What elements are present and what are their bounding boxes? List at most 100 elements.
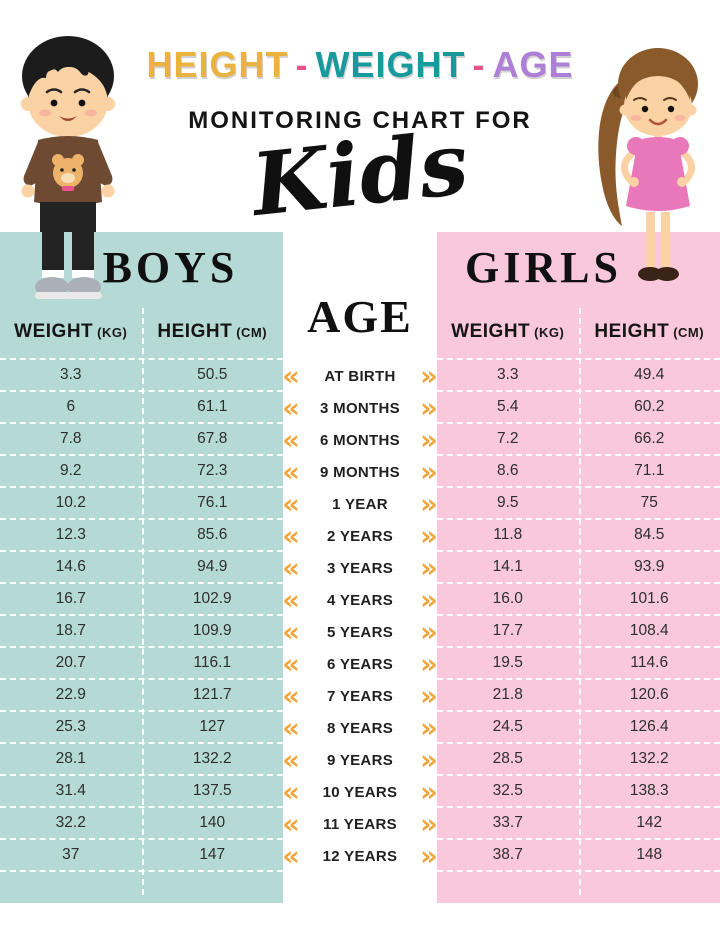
age-row: « 9 MONTHS » xyxy=(278,456,442,488)
weight-header-label: WEIGHT xyxy=(451,321,531,342)
age-label: 8 YEARS xyxy=(326,719,394,737)
table-row: 19.5 114.6 xyxy=(437,648,720,680)
height-cell: 66.2 xyxy=(634,430,665,447)
age-label: 3 YEARS xyxy=(326,559,394,577)
height-cell: 142 xyxy=(636,814,663,831)
age-row: « 4 YEARS » xyxy=(278,584,442,616)
height-cell: 108.4 xyxy=(629,622,669,639)
height-cell: 67.8 xyxy=(197,430,228,447)
weight-header-unit: (KG) xyxy=(97,324,128,340)
height-header-label: HEIGHT xyxy=(594,321,670,342)
height-cell: 114.6 xyxy=(630,654,669,671)
chevron-right-icon: » xyxy=(420,648,438,680)
height-cell: 137.5 xyxy=(192,782,232,799)
table-row: 11.8 84.5 xyxy=(437,520,720,552)
chevron-right-icon: » xyxy=(420,744,438,776)
height-header-unit: (CM) xyxy=(673,324,705,340)
girls-column-divider xyxy=(578,308,581,895)
table-row: 32.2 140 xyxy=(0,808,283,840)
title-height-word: HEIGHT xyxy=(146,44,289,85)
age-row: « 6 YEARS » xyxy=(278,648,442,680)
weight-cell: 20.7 xyxy=(55,654,86,671)
boys-panel-title: BOYS xyxy=(102,243,239,292)
height-cell: 84.5 xyxy=(634,526,665,543)
chevron-left-icon: « xyxy=(282,360,300,392)
weight-cell: 14.1 xyxy=(492,558,523,575)
age-row: « 12 YEARS » xyxy=(278,840,442,872)
table-row: 16.0 101.6 xyxy=(437,584,720,616)
weight-cell: 37 xyxy=(62,846,80,863)
table-row: 37 147 xyxy=(0,840,283,872)
height-cell: 120.6 xyxy=(629,686,669,703)
weight-cell: 17.7 xyxy=(492,622,523,639)
height-cell: 61.1 xyxy=(197,398,228,415)
weight-header-label: WEIGHT xyxy=(14,321,94,342)
table-row: 14.1 93.9 xyxy=(437,552,720,584)
subtitle: MONITORING CHART FOR xyxy=(188,107,532,134)
chevron-right-icon: » xyxy=(420,840,438,872)
height-cell: 76.1 xyxy=(197,494,228,511)
table-row: 22.9 121.7 xyxy=(0,680,283,712)
height-cell: 60.2 xyxy=(634,398,665,415)
weight-cell: 28.5 xyxy=(492,750,523,767)
weight-cell: 31.4 xyxy=(55,782,86,799)
height-cell: 75 xyxy=(640,494,658,511)
title-dash-2: - xyxy=(472,44,486,85)
height-cell: 101.6 xyxy=(629,590,669,607)
age-row: « 3 MONTHS » xyxy=(278,392,442,424)
weight-cell: 18.7 xyxy=(55,622,86,639)
age-label: 2 YEARS xyxy=(326,527,394,545)
weight-cell: 24.5 xyxy=(492,718,523,735)
chevron-left-icon: « xyxy=(282,424,300,456)
age-label: 11 YEARS xyxy=(323,815,397,833)
chevron-right-icon: » xyxy=(420,520,438,552)
chevron-left-icon: « xyxy=(282,520,300,552)
chevron-left-icon: « xyxy=(282,776,300,808)
age-row: « AT BIRTH » xyxy=(278,360,442,392)
table-row: 3.3 50.5 xyxy=(0,360,283,392)
height-cell: 126.4 xyxy=(629,718,669,735)
table-row: 7.8 67.8 xyxy=(0,424,283,456)
weight-cell: 5.4 xyxy=(496,398,519,415)
age-label: 7 YEARS xyxy=(326,687,394,705)
weight-cell: 16.7 xyxy=(55,590,86,607)
girls-weight-header: WEIGHT (KG) xyxy=(437,306,579,358)
chevron-left-icon: « xyxy=(282,680,300,712)
height-cell: 72.3 xyxy=(197,462,228,479)
table-row: 38.7 148 xyxy=(437,840,720,872)
girls-height-header: HEIGHT (CM) xyxy=(579,306,720,358)
age-label: 3 MONTHS xyxy=(320,399,400,417)
table-row: 17.7 108.4 xyxy=(437,616,720,648)
girls-panel-title: GIRLS xyxy=(465,243,622,292)
height-cell: 93.9 xyxy=(634,558,665,575)
girl-illustration xyxy=(598,48,698,281)
weight-cell: 14.6 xyxy=(55,558,86,575)
boys-column-divider xyxy=(141,308,144,895)
weight-cell: 16.0 xyxy=(492,590,523,607)
chevron-right-icon: » xyxy=(420,552,438,584)
chevron-right-icon: » xyxy=(420,776,438,808)
age-row: « 11 YEARS » xyxy=(278,808,442,840)
table-row: 14.6 94.9 xyxy=(0,552,283,584)
chevron-right-icon: » xyxy=(420,712,438,744)
table-row: 8.6 71.1 xyxy=(437,456,720,488)
table-row: 12.3 85.6 xyxy=(0,520,283,552)
chevron-left-icon: « xyxy=(282,488,300,520)
weight-cell: 7.8 xyxy=(59,430,82,447)
height-cell: 148 xyxy=(636,846,663,863)
chevron-right-icon: » xyxy=(420,456,438,488)
height-cell: 85.6 xyxy=(197,526,228,543)
table-row: 5.4 60.2 xyxy=(437,392,720,424)
age-label: 1 YEAR xyxy=(332,495,388,513)
age-label: 4 YEARS xyxy=(326,591,394,609)
height-cell: 132.2 xyxy=(192,750,232,767)
chevron-right-icon: » xyxy=(420,392,438,424)
height-cell: 147 xyxy=(199,846,226,863)
chevron-left-icon: « xyxy=(282,744,300,776)
height-cell: 127 xyxy=(199,718,226,735)
table-row: 3.3 49.4 xyxy=(437,360,720,392)
chevron-left-icon: « xyxy=(282,392,300,424)
table-row: 24.5 126.4 xyxy=(437,712,720,744)
title-weight-word: WEIGHT xyxy=(315,44,466,85)
table-row: 7.2 66.2 xyxy=(437,424,720,456)
